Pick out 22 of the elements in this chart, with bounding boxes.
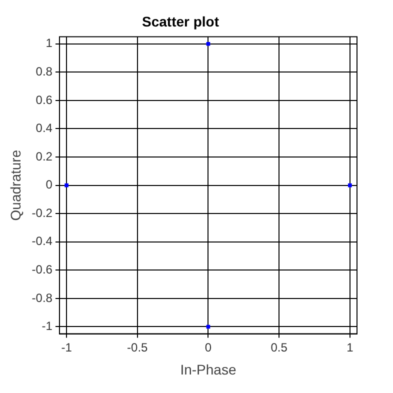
y-tick-label: 0 [46,178,53,192]
y-tick-label: 0.4 [36,121,53,136]
y-tick-label: 0.8 [36,64,53,78]
x-axis-title: In-Phase [180,361,236,378]
y-tick-label: -1 [42,319,53,334]
y-tick-label: -0.8 [32,290,53,305]
x-tick-label: 0 [204,340,212,354]
x-tick-label: -0.5 [127,340,148,354]
y-tick-label: -0.6 [32,262,53,276]
point [64,183,68,188]
x-tick-label: 1 [346,340,354,354]
y-tick-label: 0.6 [36,92,53,107]
x-tick-label: -1 [61,340,72,354]
y-tick-label: -0.2 [32,206,53,220]
y-tick-label: -0.4 [32,234,53,248]
point [348,183,352,188]
y-axis-title: Quadrature [7,150,24,221]
y-tick-label: 1 [46,36,53,50]
y-tick-label: 0.2 [36,149,53,164]
x-tick-label: 0.5 [270,340,288,354]
point [206,42,210,46]
chart-title: Scatter plot [142,13,220,30]
